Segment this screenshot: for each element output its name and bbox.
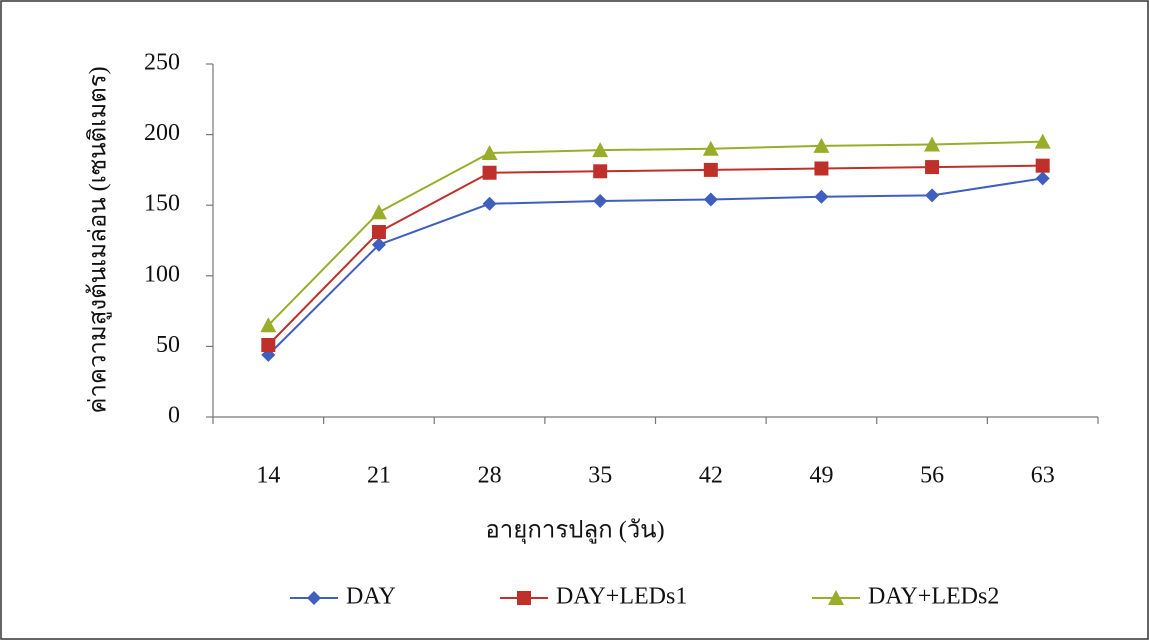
x-tick-label: 14 [256, 463, 280, 489]
marker [925, 160, 939, 174]
x-tick-label: 28 [478, 463, 502, 489]
marker [483, 166, 497, 180]
marker [1036, 159, 1050, 173]
legend-label: DAY+LEDs1 [556, 584, 687, 610]
x-tick-label: 49 [809, 463, 833, 489]
y-tick-label: 250 [144, 50, 180, 76]
y-tick-label: 150 [144, 191, 180, 217]
y-tick-label: 200 [144, 120, 180, 146]
marker [261, 338, 275, 352]
x-tick-label: 21 [367, 463, 391, 489]
marker [704, 163, 718, 177]
page: {"chart_data": {"type": "line", "y_label… [0, 0, 1150, 641]
marker [814, 161, 828, 175]
legend-label: DAY+LEDs2 [868, 584, 999, 610]
y-tick-label: 100 [144, 261, 180, 287]
x-axis-title: อายุการปลูก (วัน) [485, 518, 664, 545]
x-tick-label: 42 [699, 463, 723, 489]
legend-label: DAY [346, 584, 396, 610]
marker [372, 225, 386, 239]
y-axis-title: ค่าความสูงต้นเมล่อน (เซนติเมตร) [86, 66, 113, 413]
legend-marker [517, 591, 531, 605]
x-tick-label: 35 [588, 463, 612, 489]
y-tick-label: 0 [168, 403, 180, 429]
y-tick-label: 50 [156, 332, 180, 358]
x-tick-label: 63 [1031, 463, 1055, 489]
chart: อายุการปลูก (วัน) ค่าความสูงต้นเมล่อน (เ… [0, 0, 1150, 641]
x-tick-label: 56 [920, 463, 944, 489]
marker [593, 164, 607, 178]
